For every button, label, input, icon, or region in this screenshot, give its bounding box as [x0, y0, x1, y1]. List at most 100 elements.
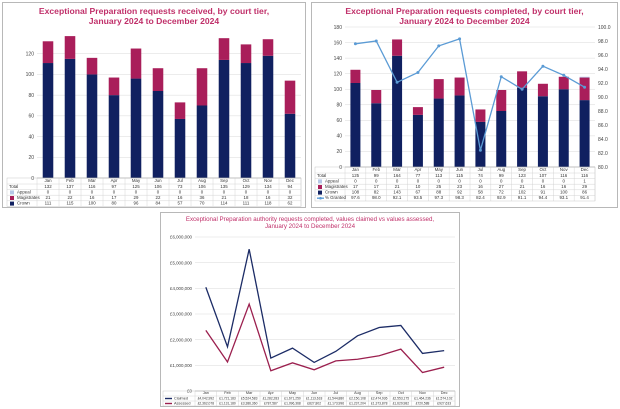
- data-label: 116: [560, 173, 568, 178]
- data-label: £2,150,108: [349, 396, 366, 400]
- bar-magistrates: [371, 90, 382, 104]
- legend-key: [318, 185, 322, 189]
- data-label: £927,633: [437, 401, 451, 405]
- x-tick-label: Jun: [311, 391, 317, 395]
- y-tick-label: 160: [334, 40, 343, 46]
- data-label: £1,671,250: [284, 396, 301, 400]
- data-label: 108: [352, 190, 360, 195]
- x-tick-label: Feb: [224, 391, 231, 395]
- data-label: 0: [223, 189, 226, 194]
- data-label: 115: [67, 201, 75, 206]
- data-label: 74: [478, 173, 483, 178]
- data-label: 84: [156, 201, 161, 206]
- data-label: 77: [415, 173, 420, 178]
- x-tick-label: Jul: [333, 391, 338, 395]
- bar-magistrates: [454, 77, 465, 96]
- data-label: 0: [69, 189, 72, 194]
- legend-key-marker: [319, 196, 322, 200]
- x-tick-label: Nov: [419, 391, 426, 395]
- data-label: 16: [561, 184, 566, 189]
- data-label: 97: [112, 184, 117, 189]
- chart-title: Exceptional Preparation requests complet…: [312, 6, 617, 26]
- chart-title-line1: Exceptional Preparation requests receive…: [38, 6, 270, 16]
- legend-key: [10, 190, 14, 195]
- data-label: 0: [563, 178, 566, 183]
- legend-label: Claimed: [174, 396, 188, 400]
- data-label: 0: [417, 178, 420, 183]
- data-label: £2,362,078: [198, 401, 215, 405]
- x-tick-label: Sep: [220, 178, 228, 183]
- data-label: 0: [521, 178, 524, 183]
- data-label: £1,237,204: [349, 401, 366, 405]
- y2-tick-label: 100.0: [598, 25, 611, 31]
- chart-requests-completed: Exceptional Preparation requests complet…: [311, 2, 618, 208]
- x-tick-label: Jul: [177, 178, 183, 183]
- data-label: 0: [396, 178, 399, 183]
- data-label: 98.0: [372, 195, 381, 200]
- data-label: 57: [178, 201, 183, 206]
- chart-title-line2: January 2024 to December 2024: [264, 223, 356, 231]
- data-label: 82.4: [476, 195, 485, 200]
- point-pct-granted: [416, 71, 420, 74]
- data-label: 116: [89, 184, 97, 189]
- data-label: 0: [267, 189, 270, 194]
- data-label: 91.4: [580, 195, 589, 200]
- y-tick-label: 40: [28, 134, 34, 140]
- bar-magistrates: [392, 39, 403, 56]
- bar-crown: [475, 121, 486, 167]
- y-tick-label: 180: [334, 25, 343, 31]
- legend-label: Magistrates: [17, 195, 40, 200]
- legend-label: Assessed: [174, 401, 190, 405]
- data-label: 129: [242, 184, 250, 189]
- data-label: 0: [245, 189, 248, 194]
- bar-magistrates: [284, 80, 296, 114]
- data-label: 92.1: [393, 195, 402, 200]
- data-label: £1,464,236: [414, 396, 431, 400]
- y-tick-label: £2,000,000: [170, 337, 193, 342]
- point-pct-granted: [562, 73, 566, 77]
- data-label: £5,524,583: [241, 396, 258, 400]
- x-tick-label: May: [132, 178, 141, 183]
- data-label: 115: [456, 173, 464, 178]
- data-label: £1,096,368: [284, 401, 301, 405]
- bar-magistrates: [412, 107, 423, 115]
- data-label: £4,042,992: [198, 396, 215, 400]
- x-tick-label: Oct: [243, 178, 251, 183]
- data-label: 123: [518, 173, 526, 178]
- bar-crown: [42, 63, 54, 178]
- x-tick-label: Jun: [456, 167, 464, 172]
- bar-magistrates: [174, 102, 186, 119]
- bar-crown: [350, 83, 361, 167]
- data-label: 62: [288, 201, 293, 206]
- bar-crown: [537, 96, 548, 167]
- y-tick-label: 80: [336, 103, 342, 109]
- chart-title: Exceptional Preparation authority reques…: [161, 216, 459, 231]
- data-label: 0: [542, 178, 545, 183]
- bar-crown: [496, 111, 507, 167]
- y2-tick-label: 80.0: [598, 165, 608, 171]
- x-tick-label: Apr: [414, 167, 421, 172]
- data-label: 0: [289, 189, 292, 194]
- data-label: 0: [113, 189, 116, 194]
- data-label: 93.1: [559, 195, 568, 200]
- data-label: 94: [288, 184, 293, 189]
- x-tick-label: Jul: [478, 167, 484, 172]
- data-label: 16: [90, 195, 95, 200]
- line-claimed: [205, 249, 445, 364]
- bar-magistrates: [152, 68, 164, 91]
- data-label: 67: [415, 190, 420, 195]
- legend-label: Total: [9, 184, 18, 189]
- data-label: 80: [112, 201, 117, 206]
- x-tick-label: May: [289, 391, 296, 395]
- y-tick-label: 20: [28, 155, 34, 161]
- data-label: £3,386,360: [241, 401, 258, 405]
- y2-tick-label: 82.0: [598, 151, 608, 157]
- data-label: £1,173,996: [328, 401, 345, 405]
- chart-title-line1: Exceptional Preparation authority reques…: [185, 216, 435, 223]
- y2-tick-label: 94.0: [598, 67, 608, 73]
- bar-crown: [392, 55, 403, 167]
- x-tick-label: Dec: [441, 391, 448, 395]
- data-label: £1,373,878: [371, 401, 388, 405]
- data-label: 21: [222, 195, 227, 200]
- y2-tick-label: 86.0: [598, 123, 608, 129]
